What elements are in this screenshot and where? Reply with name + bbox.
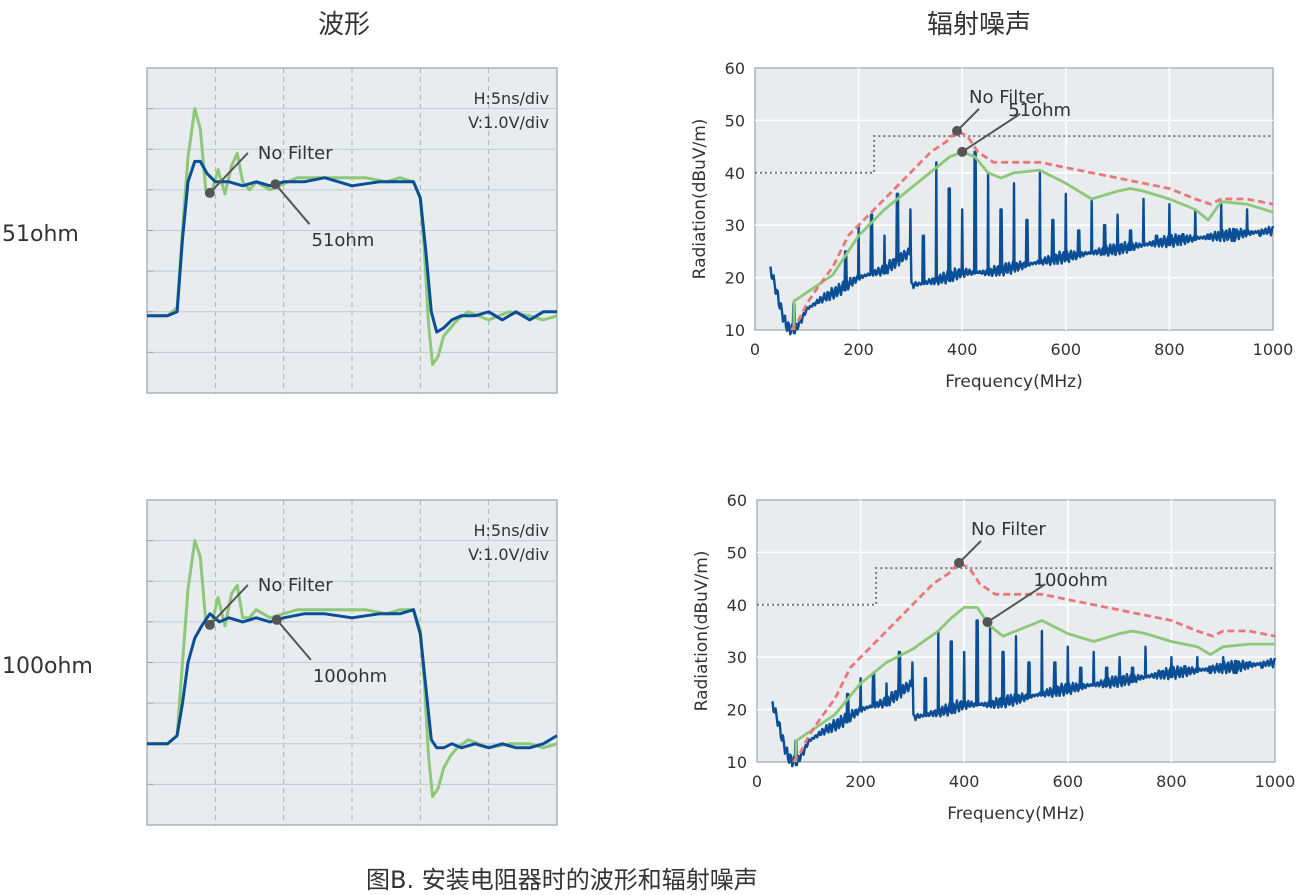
annotation-no-filter: No Filter — [969, 87, 1044, 108]
x-tick-label: 200 — [845, 772, 876, 791]
annotation-dot — [982, 617, 993, 628]
annotation-leader — [276, 619, 312, 661]
limit-line — [755, 135, 1273, 174]
annotation-no-filter: No Filter — [971, 519, 1046, 540]
figure-caption: 图B. 安装电阻器时的波形和辐射噪声 — [366, 866, 758, 894]
x-tick-label: 0 — [752, 772, 762, 791]
series-filtered-spectrum — [769, 150, 1275, 336]
row-label-51ohm: 51ohm — [2, 222, 79, 247]
series-filtered-spectrum — [771, 619, 1277, 768]
x-tick-label: 800 — [1156, 772, 1187, 791]
x-tick-label: 400 — [947, 340, 978, 359]
row-label-100ohm: 100ohm — [2, 654, 93, 679]
annotation-leader — [958, 540, 982, 564]
y-tick-label: 60 — [727, 491, 747, 510]
scope-setting-1: V:1.0V/div — [468, 113, 549, 132]
annotation-dot — [271, 614, 282, 625]
series-filtered — [147, 159, 557, 334]
annotation-leader — [209, 152, 249, 194]
annotation-no-filter: No Filter — [258, 143, 333, 164]
annotation-leader — [956, 108, 980, 132]
scope-setting-0: H:5ns/div — [473, 89, 549, 108]
annotation-dot — [204, 619, 215, 630]
annotation-dot — [204, 187, 215, 198]
annotation-filter: 100ohm — [313, 666, 387, 687]
annotation-no-filter: No Filter — [258, 575, 333, 596]
x-axis-label: Frequency(MHz) — [947, 804, 1084, 824]
y-tick-label: 50 — [725, 111, 745, 130]
annotation-filter: 51ohm — [1008, 100, 1071, 121]
annotation-dot — [957, 146, 968, 157]
annotation-leader — [961, 113, 1021, 153]
y-tick-label: 20 — [727, 701, 747, 720]
series-no-filter — [790, 129, 1274, 331]
annotation-filter: 51ohm — [311, 230, 374, 251]
annotation-filter: 100ohm — [1034, 570, 1108, 591]
x-tick-label: 1000 — [1253, 340, 1294, 359]
x-axis-label: Frequency(MHz) — [945, 372, 1082, 392]
radiation-column-title: 辐射噪声 — [927, 10, 1032, 40]
annotation-dot — [954, 557, 965, 568]
y-tick-label: 50 — [727, 543, 747, 562]
y-tick-label: 30 — [727, 648, 747, 667]
x-tick-label: 200 — [843, 340, 874, 359]
waveform-column-title: 波形 — [318, 10, 371, 40]
annotation-leader — [209, 584, 249, 626]
y-tick-label: 40 — [727, 596, 747, 615]
series-no-filter — [147, 107, 558, 367]
x-tick-label: 0 — [750, 340, 760, 359]
y-tick-label: 30 — [725, 216, 745, 235]
x-tick-label: 600 — [1051, 340, 1082, 359]
y-axis-label: Radiation(dBuV/m) — [690, 119, 710, 280]
x-tick-label: 600 — [1053, 772, 1084, 791]
annotation-leader — [986, 583, 1047, 623]
y-tick-label: 10 — [725, 321, 745, 340]
annotation-leader — [274, 183, 311, 225]
y-tick-label: 10 — [727, 753, 747, 772]
annotation-dot — [952, 125, 963, 136]
series-filter-envelope — [792, 150, 1274, 330]
x-tick-label: 800 — [1154, 340, 1185, 359]
scope-setting-1: V:1.0V/div — [468, 545, 549, 564]
y-tick-label: 60 — [725, 59, 745, 78]
y-tick-label: 20 — [725, 269, 745, 288]
series-filter-envelope — [794, 606, 1275, 762]
x-tick-label: 1000 — [1255, 772, 1296, 791]
x-tick-label: 400 — [949, 772, 980, 791]
series-no-filter — [147, 539, 558, 799]
series-no-filter — [792, 561, 1276, 763]
limit-line — [757, 567, 1275, 606]
annotation-dot — [270, 179, 281, 190]
y-tick-label: 40 — [725, 164, 745, 183]
scope-setting-0: H:5ns/div — [473, 521, 549, 540]
series-filtered — [147, 608, 558, 750]
y-axis-label: Radiation(dBuV/m) — [692, 551, 712, 712]
